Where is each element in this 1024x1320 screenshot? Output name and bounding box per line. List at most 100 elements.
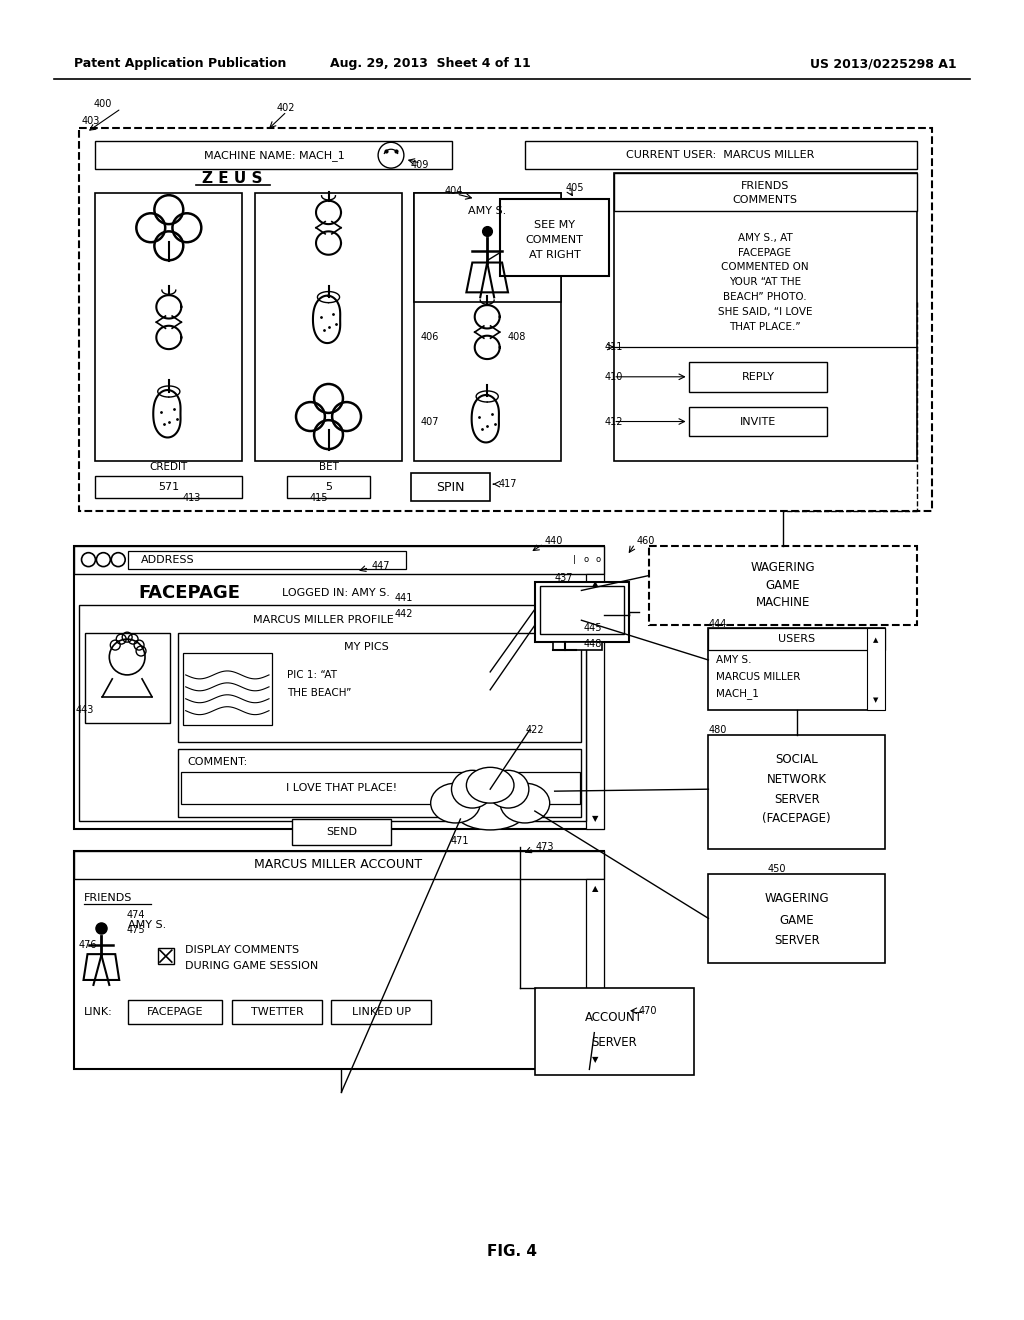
Text: REPLY: REPLY <box>741 372 774 381</box>
Text: COMMENTS: COMMENTS <box>732 195 798 205</box>
Text: ▲: ▲ <box>592 579 599 587</box>
Text: FRIENDS: FRIENDS <box>740 181 790 191</box>
Text: COMMENTED ON: COMMENTED ON <box>721 263 809 272</box>
Text: MARCUS MILLER ACCOUNT: MARCUS MILLER ACCOUNT <box>254 858 423 871</box>
Text: 460: 460 <box>637 536 655 545</box>
Ellipse shape <box>455 792 526 830</box>
Bar <box>709 628 885 710</box>
Text: MACH_1: MACH_1 <box>717 688 759 700</box>
Bar <box>614 173 916 461</box>
Text: 400: 400 <box>93 99 112 108</box>
Text: AMY S.: AMY S. <box>468 206 506 216</box>
Text: FACEPAGE: FACEPAGE <box>138 585 240 602</box>
Bar <box>95 141 453 169</box>
Bar <box>867 628 885 710</box>
Text: ▼: ▼ <box>592 1055 599 1064</box>
Text: LINKED UP: LINKED UP <box>351 1007 411 1016</box>
Bar <box>553 642 602 649</box>
Ellipse shape <box>431 783 480 822</box>
Ellipse shape <box>452 771 494 808</box>
Bar <box>74 545 604 829</box>
Bar <box>180 772 581 804</box>
Text: 406: 406 <box>421 333 439 342</box>
Text: PIC 1: “AT: PIC 1: “AT <box>287 671 337 680</box>
Text: 5: 5 <box>325 482 332 492</box>
Text: SHE SAID, “I LOVE: SHE SAID, “I LOVE <box>718 308 812 317</box>
Bar <box>332 999 431 1024</box>
Bar <box>128 550 406 569</box>
Ellipse shape <box>487 771 528 808</box>
Text: MACHINE: MACHINE <box>756 595 810 609</box>
Text: 441: 441 <box>395 594 414 603</box>
Text: GAME: GAME <box>779 913 814 927</box>
Bar <box>292 818 391 845</box>
Text: 471: 471 <box>451 836 469 846</box>
Text: GAME: GAME <box>766 579 800 591</box>
Text: Aug. 29, 2013  Sheet 4 of 11: Aug. 29, 2013 Sheet 4 of 11 <box>331 57 531 70</box>
Text: 437: 437 <box>555 573 573 582</box>
Text: DURING GAME SESSION: DURING GAME SESSION <box>184 961 317 972</box>
Text: MARCUS MILLER PROFILE: MARCUS MILLER PROFILE <box>253 615 394 626</box>
Text: AMY S., AT: AMY S., AT <box>737 232 793 243</box>
Text: SEE MY: SEE MY <box>535 219 575 230</box>
Text: 474: 474 <box>126 911 144 920</box>
Text: Z E U S: Z E U S <box>202 170 262 186</box>
Text: 407: 407 <box>421 417 439 426</box>
Text: 409: 409 <box>411 160 429 170</box>
Bar <box>232 999 322 1024</box>
Bar <box>95 477 243 498</box>
Text: SERVER: SERVER <box>774 933 819 946</box>
Bar <box>709 734 885 849</box>
Bar <box>95 193 243 461</box>
Bar <box>709 628 885 649</box>
Text: 476: 476 <box>79 940 97 950</box>
Text: AT RIGHT: AT RIGHT <box>528 249 581 260</box>
Bar <box>535 582 629 642</box>
Bar <box>178 750 582 817</box>
Text: ACCOUNT: ACCOUNT <box>585 1011 643 1024</box>
Text: 450: 450 <box>768 863 786 874</box>
Text: 571: 571 <box>159 482 179 492</box>
Text: 404: 404 <box>444 186 463 195</box>
Bar <box>411 473 490 502</box>
Bar <box>614 173 916 211</box>
Text: COMMENT:: COMMENT: <box>187 758 248 767</box>
Bar <box>178 634 582 742</box>
Text: o: o <box>584 556 589 564</box>
Text: 402: 402 <box>276 103 296 112</box>
Text: AMY S.: AMY S. <box>717 655 752 665</box>
Text: o: o <box>596 556 601 564</box>
Ellipse shape <box>466 767 514 803</box>
Text: 440: 440 <box>545 536 563 545</box>
Text: 480: 480 <box>709 725 727 734</box>
Text: SEND: SEND <box>326 826 357 837</box>
Text: 410: 410 <box>604 372 623 381</box>
Text: 473: 473 <box>536 842 554 851</box>
Text: MACHINE NAME: MACH_1: MACHINE NAME: MACH_1 <box>204 149 344 161</box>
Text: 403: 403 <box>82 116 100 127</box>
Text: BET: BET <box>318 462 339 473</box>
Text: LOGGED IN: AMY S.: LOGGED IN: AMY S. <box>282 589 390 598</box>
Text: 413: 413 <box>182 494 201 503</box>
Bar <box>587 879 604 1069</box>
Text: SOCIAL: SOCIAL <box>775 752 818 766</box>
Text: SERVER: SERVER <box>591 1036 637 1049</box>
Text: TWETTER: TWETTER <box>251 1007 303 1016</box>
Text: LINK:: LINK: <box>84 1007 113 1016</box>
Bar <box>79 128 932 511</box>
Text: ADDRESS: ADDRESS <box>141 554 195 565</box>
Text: COMMENT: COMMENT <box>525 235 584 244</box>
Text: AMY S.: AMY S. <box>128 920 166 931</box>
Bar <box>649 545 916 626</box>
Text: ▼: ▼ <box>592 814 599 824</box>
Text: DISPLAY COMMENTS: DISPLAY COMMENTS <box>184 945 299 956</box>
Text: YOUR “AT THE: YOUR “AT THE <box>729 277 801 288</box>
Text: US 2013/0225298 A1: US 2013/0225298 A1 <box>810 57 956 70</box>
Text: 405: 405 <box>565 183 584 193</box>
Bar <box>158 948 174 964</box>
Text: 475: 475 <box>126 925 144 936</box>
Bar <box>688 407 827 437</box>
Bar <box>500 199 609 276</box>
Text: 445: 445 <box>584 623 602 634</box>
Text: I LOVE THAT PLACE!: I LOVE THAT PLACE! <box>286 783 397 793</box>
